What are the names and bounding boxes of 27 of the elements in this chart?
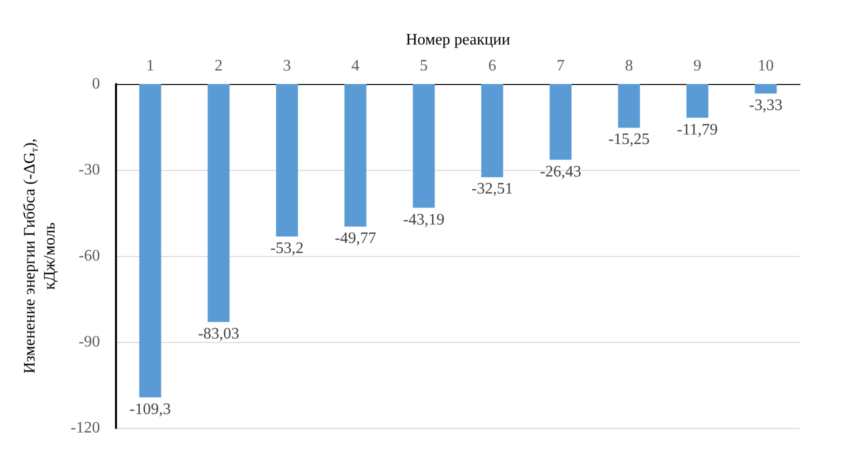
x-tick-label: 8 [625, 58, 633, 74]
data-label: -15,25 [608, 131, 650, 148]
data-label: -109,3 [130, 400, 171, 418]
data-label: -53,2 [270, 240, 304, 258]
x-tick-label: 2 [214, 58, 223, 74]
data-label: -26,43 [540, 163, 582, 180]
x-tick-label: 7 [556, 58, 565, 74]
x-tick-label: 1 [146, 58, 154, 74]
x-tick-label: 10 [758, 58, 774, 74]
x-tick-label: 6 [488, 58, 496, 74]
x-tick-label: 3 [283, 58, 291, 74]
data-label: -11,79 [677, 121, 718, 138]
y-tick-label: -120 [70, 420, 100, 436]
data-label: -32,51 [472, 180, 513, 198]
data-label: -3,33 [749, 97, 782, 114]
y-tick-label: -30 [78, 162, 100, 178]
y-tick-label: -90 [78, 334, 100, 350]
x-tick-label: 4 [351, 58, 360, 74]
text: Изменение энергии Гиббса (-ΔGт), кДж/моль [21, 138, 58, 374]
x-tick-label: 9 [693, 58, 702, 74]
data-label: -49,77 [334, 230, 376, 248]
y-tick-label: -60 [78, 248, 100, 264]
data-label: -83,03 [198, 326, 240, 343]
x-tick-label: 5 [420, 58, 428, 74]
data-label: -43,19 [403, 211, 444, 228]
x-axis-title: Номер реакции [406, 32, 511, 48]
y-tick-label: 0 [92, 76, 100, 92]
